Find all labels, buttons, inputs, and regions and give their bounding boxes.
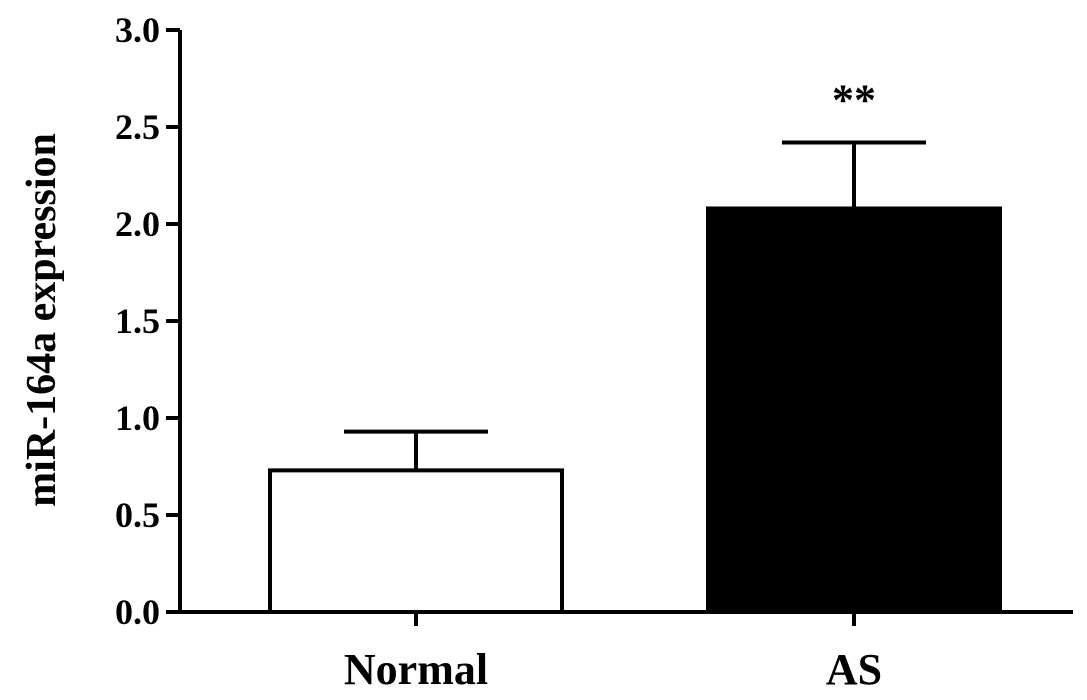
y-tick-label: 1.0: [115, 398, 160, 438]
x-tick-label: AS: [826, 645, 882, 694]
y-tick-label: 0.5: [115, 495, 160, 535]
x-tick-label: Normal: [344, 645, 488, 694]
chart-marks: 0.0 0.5 1.0 1.5 2.0 2.5 3.0 Normal AS **: [115, 10, 1002, 694]
bar-normal: [268, 468, 564, 614]
bar-as: [706, 206, 1002, 614]
y-tick-label: 0.0: [115, 592, 160, 632]
y-tick-label: 2.0: [115, 204, 160, 244]
y-tick-label: 3.0: [115, 10, 160, 50]
y-axis-title: miR-164a expression: [19, 133, 65, 507]
y-tick-label: 2.5: [115, 107, 160, 147]
significance-annotation: **: [832, 76, 876, 125]
y-tick-label: 1.5: [115, 301, 160, 341]
